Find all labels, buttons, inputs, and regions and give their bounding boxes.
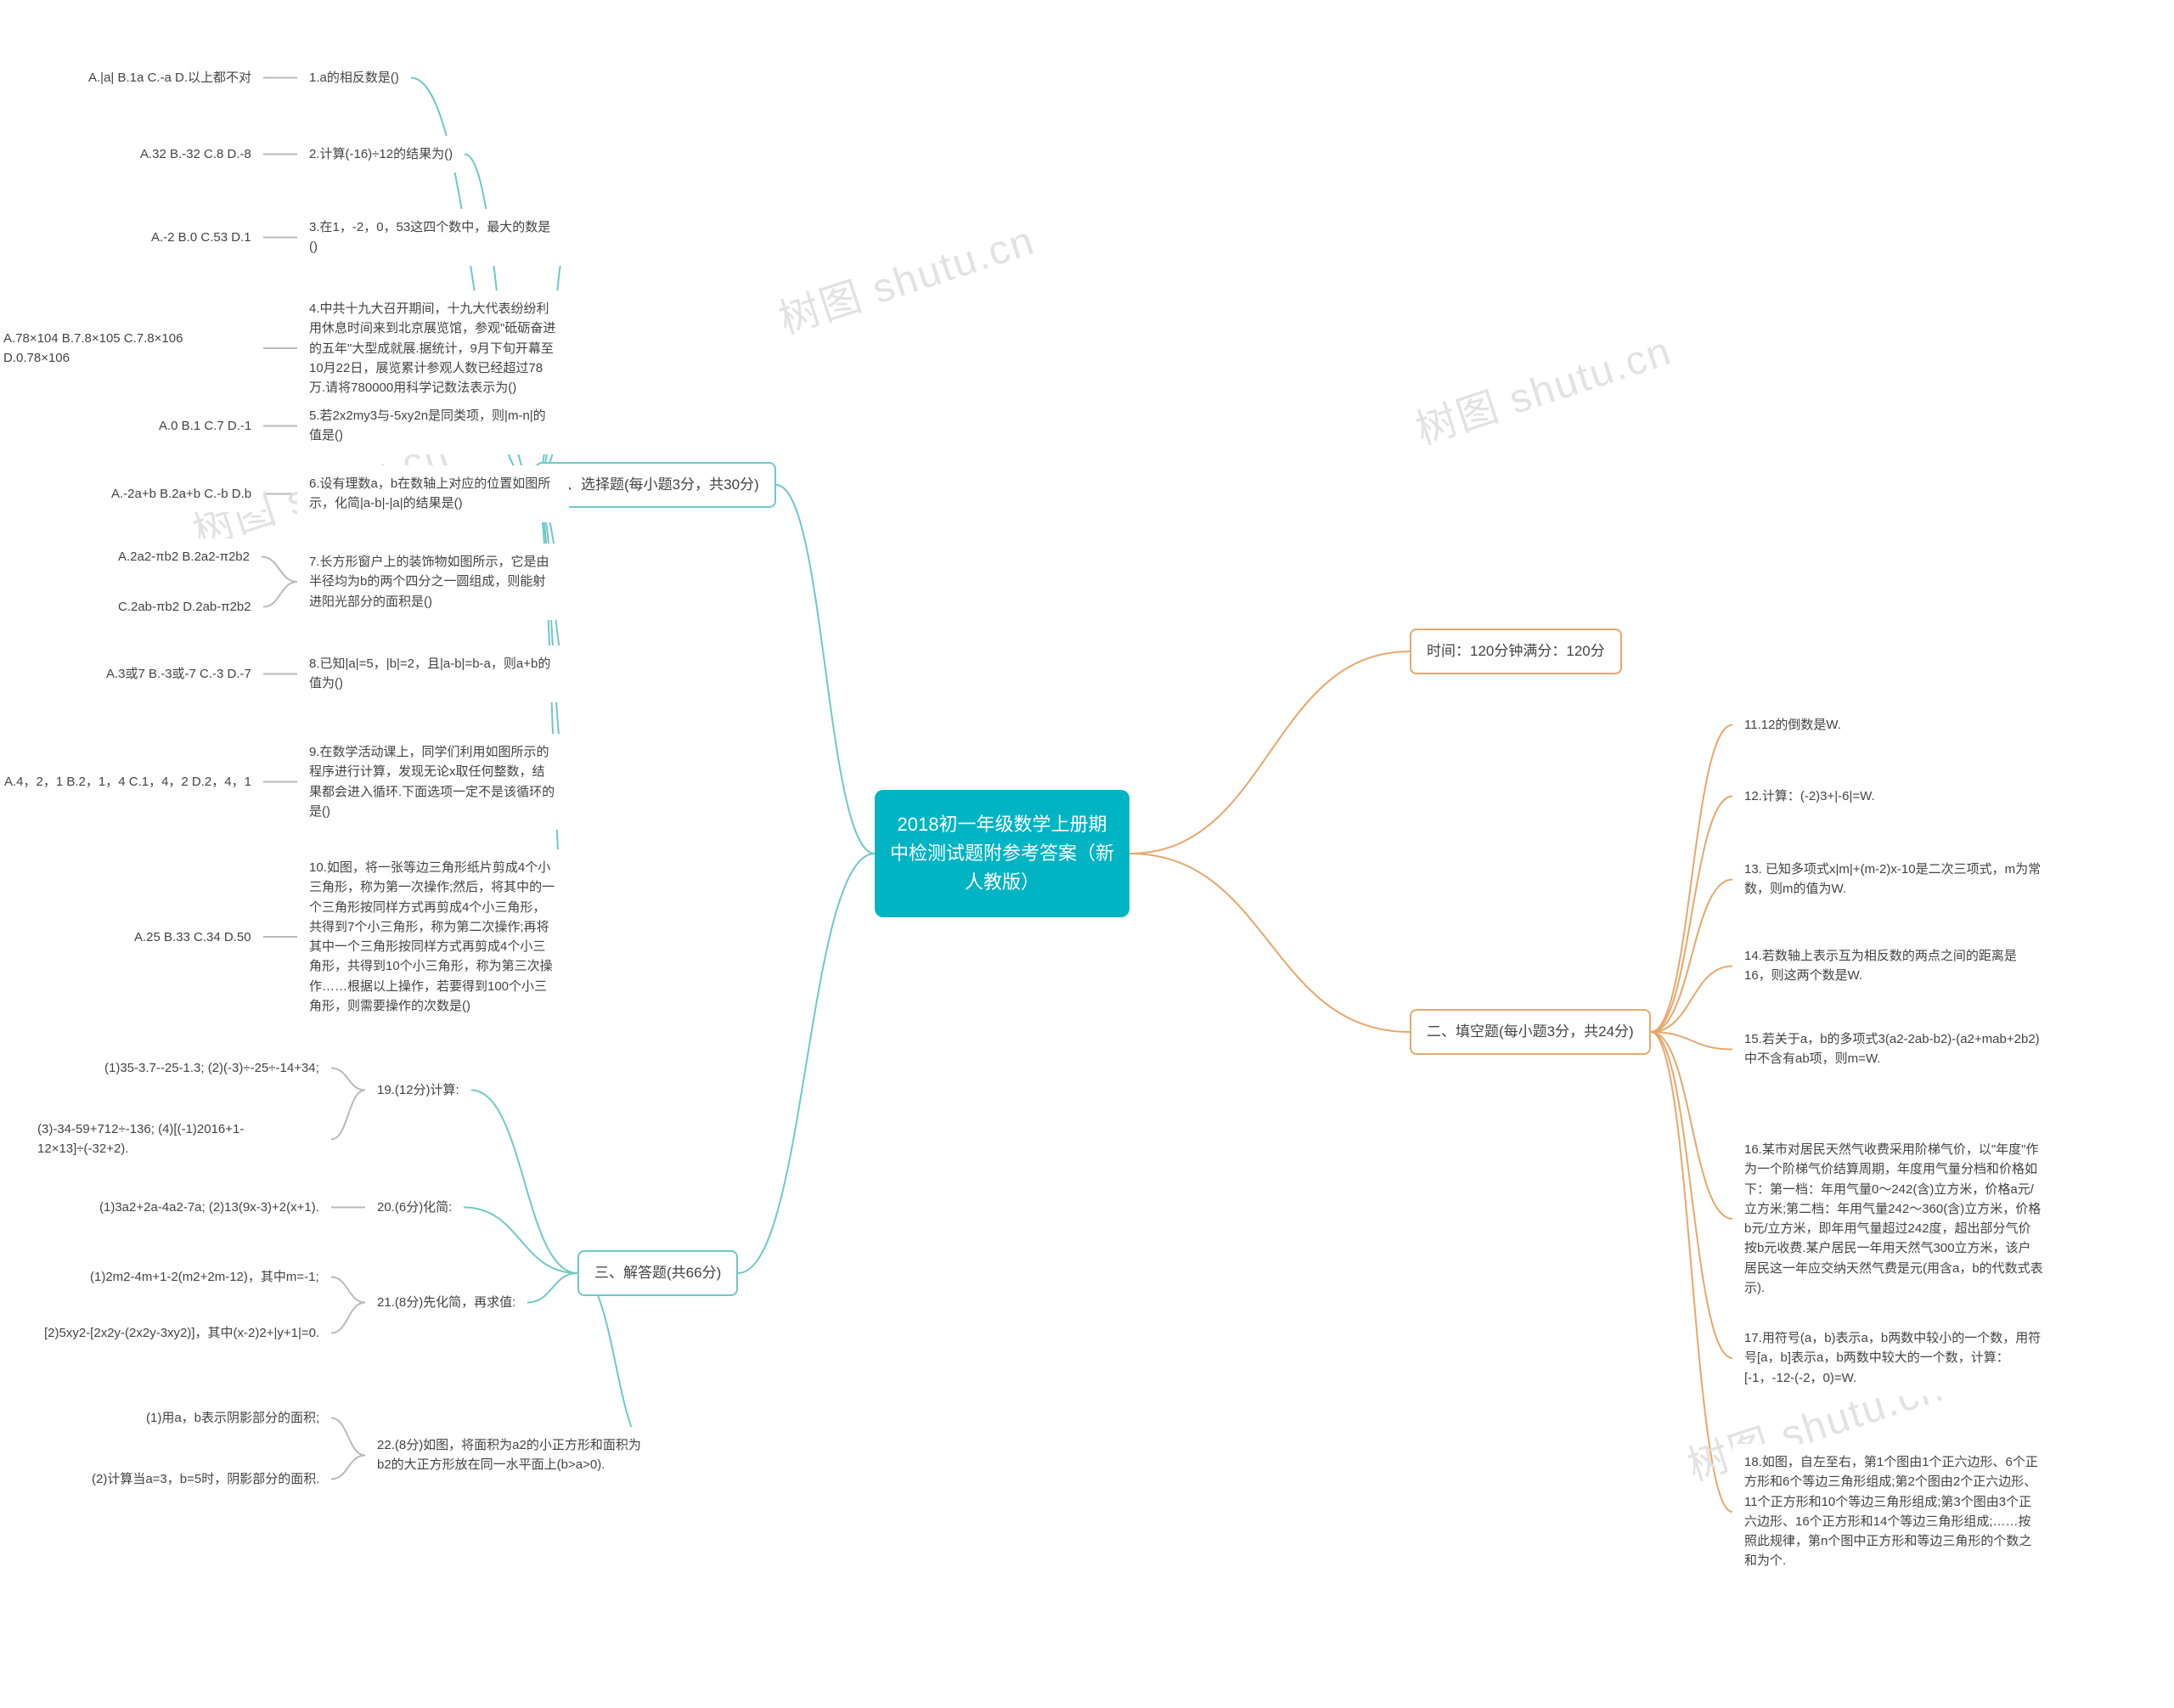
leaf-node[interactable]: 20.(6分)化简:: [365, 1189, 464, 1226]
leaf-node[interactable]: 21.(8分)先化简，再求值:: [365, 1284, 527, 1321]
branch-section1[interactable]: 一、选择题(每小题3分，共30分): [535, 462, 776, 508]
leaf-node[interactable]: 13. 已知多项式x|m|+(m-2)x-10是二次三项式，m为常数，则m的值为…: [1732, 851, 2055, 908]
leaf-node[interactable]: 10.如图，将一张等边三角形纸片剪成4个小三角形，称为第一次操作;然后，将其中的…: [297, 849, 569, 1024]
leaf-node[interactable]: 7.长方形窗户上的装饰物如图所示，它是由半径均为b的两个四分之一圆组成，则能射进…: [297, 544, 569, 620]
leaf-node[interactable]: A.|a| B.1a C.-a D.以上都不对: [76, 59, 263, 96]
leaf-node[interactable]: A.2a2-πb2 B.2a2-π2b2: [106, 538, 262, 575]
watermark: 树图 shutu.cn: [1407, 317, 1678, 455]
leaf-node[interactable]: (1)2m2-4m+1-2(m2+2m-12)，其中m=-1;: [78, 1259, 331, 1295]
leaf-node[interactable]: A.3或7 B.-3或-7 C.-3 D.-7: [94, 656, 263, 692]
leaf-node[interactable]: [2)5xy2-[2x2y-(2x2y-3xy2)]，其中(x-2)2+|y+1…: [32, 1315, 331, 1351]
leaf-node[interactable]: 9.在数学活动课上，同学们利用如图所示的程序进行计算，发现无论x取任何整数，结果…: [297, 734, 569, 830]
root-node[interactable]: 2018初一年级数学上册期中检测试题附参考答案（新人教版）: [875, 790, 1129, 917]
leaf-node[interactable]: (1)3a2+2a-4a2-7a; (2)13(9x-3)+2(x+1).: [87, 1189, 331, 1226]
leaf-node[interactable]: 15.若关于a，b的多项式3(a2-2ab-b2)-(a2+mab+2b2)中不…: [1732, 1021, 2055, 1078]
leaf-node[interactable]: 19.(12分)计算:: [365, 1072, 471, 1108]
branch-time[interactable]: 时间：120分钟满分：120分: [1410, 629, 1622, 674]
leaf-node[interactable]: A.78×104 B.7.8×105 C.7.8×106 D.0.78×106: [0, 320, 263, 377]
leaf-node[interactable]: 2.计算(-16)÷12的结果为(): [297, 136, 465, 172]
branch-section3[interactable]: 三、解答题(共66分): [577, 1250, 738, 1296]
leaf-node[interactable]: 18.如图，自左至右，第1个图由1个正六边形、6个正方形和6个等边三角形组成;第…: [1732, 1444, 2055, 1580]
leaf-node[interactable]: A.25 B.33 C.34 D.50: [122, 919, 263, 955]
leaf-node[interactable]: 11.12的倒数是W.: [1732, 707, 1853, 743]
leaf-node[interactable]: C.2ab-πb2 D.2ab-π2b2: [106, 589, 263, 625]
leaf-node[interactable]: 5.若2x2my3与-5xy2n是同类项，则|m-n|的值是(): [297, 397, 569, 454]
leaf-node[interactable]: (1)用a，b表示阴影部分的面积;: [134, 1400, 331, 1436]
leaf-node[interactable]: 1.a的相反数是(): [297, 59, 411, 96]
watermark: 树图 shutu.cn: [770, 206, 1041, 345]
leaf-node[interactable]: 8.已知|a|=5，|b|=2，且|a-b|=b-a，则a+b的值为(): [297, 645, 569, 702]
leaf-node[interactable]: A.0 B.1 C.7 D.-1: [147, 408, 263, 444]
branch-section2[interactable]: 二、填空题(每小题3分，共24分): [1410, 1009, 1651, 1055]
leaf-node[interactable]: 4.中共十九大召开期间，十九大代表纷纷利用休息时间来到北京展览馆，参观"砥砺奋进…: [297, 290, 569, 406]
leaf-node[interactable]: A.-2a+b B.2a+b C.-b D.b: [99, 476, 263, 512]
leaf-node[interactable]: A.-2 B.0 C.53 D.1: [139, 219, 263, 256]
leaf-node[interactable]: 14.若数轴上表示互为相反数的两点之间的距离是16，则这两个数是W.: [1732, 938, 2055, 995]
leaf-node[interactable]: (1)35-3.7--25-1.3; (2)(-3)÷-25÷-14+34;: [93, 1050, 331, 1086]
leaf-node[interactable]: (2)计算当a=3，b=5时，阴影部分的面积.: [80, 1461, 331, 1497]
leaf-node[interactable]: A.4，2，1 B.2，1，4 C.1，4，2 D.2，4，1: [0, 764, 263, 800]
leaf-node[interactable]: A.32 B.-32 C.8 D.-8: [128, 136, 263, 172]
leaf-node[interactable]: 3.在1，-2，0，53这四个数中，最大的数是(): [297, 209, 569, 266]
leaf-node[interactable]: 16.某市对居民天然气收费采用阶梯气价，以"年度"作为一个阶梯气价结算周期，年度…: [1732, 1131, 2055, 1306]
leaf-node[interactable]: 12.计算：(-2)3+|-6|=W.: [1732, 778, 1887, 815]
leaf-node[interactable]: 17.用符号(a，b)表示a，b两数中较小的一个数，用符号[a，b]表示a，b两…: [1732, 1320, 2055, 1396]
leaf-node[interactable]: (3)-34-59+712÷-136; (4)[(-1)2016+1-12×13…: [25, 1111, 331, 1168]
leaf-node[interactable]: 22.(8分)如图，将面积为a2的小正方形和面积为b2的大正方形放在同一水平面上…: [365, 1427, 654, 1484]
leaf-node[interactable]: 6.设有理数a，b在数轴上对应的位置如图所示，化简|a-b|-|a|的结果是(): [297, 465, 569, 522]
